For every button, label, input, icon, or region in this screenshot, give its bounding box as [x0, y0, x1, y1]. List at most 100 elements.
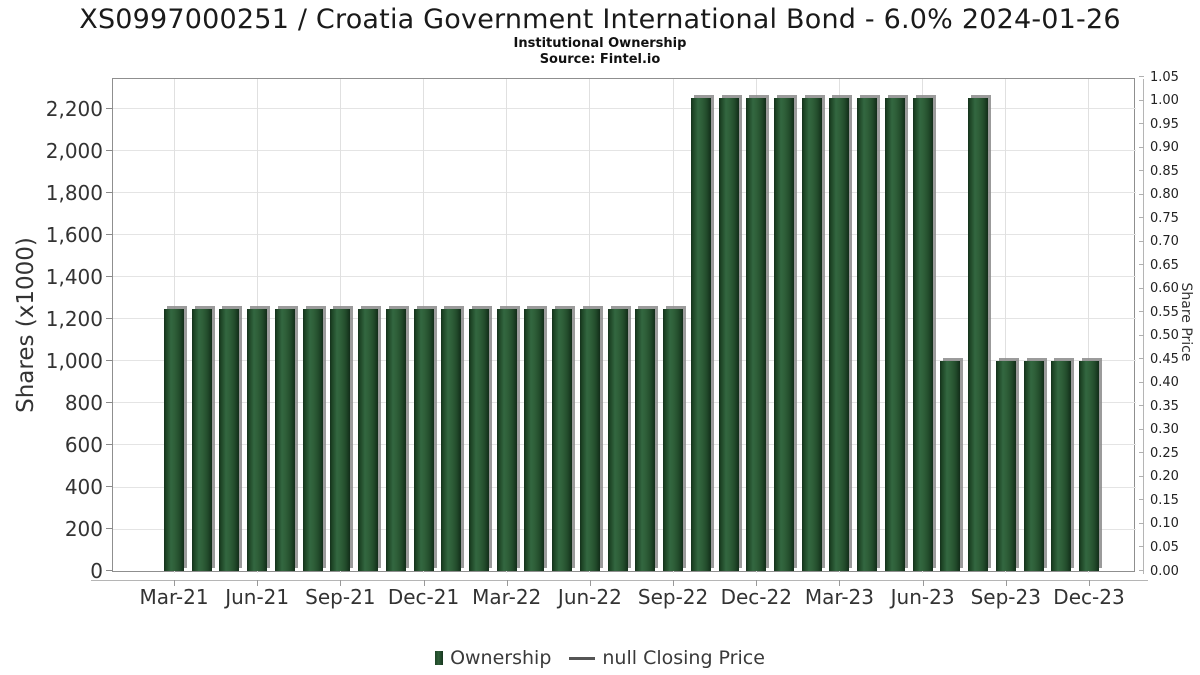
right-axis-tick-label: 0.50	[1150, 328, 1179, 344]
right-axis-tick-label: 0.05	[1150, 539, 1179, 555]
ownership-bar[interactable]	[164, 308, 184, 571]
x-axis-tick	[922, 580, 924, 586]
right-axis-tick-label: 0.80	[1150, 187, 1179, 203]
ownership-bar[interactable]	[524, 308, 545, 571]
left-axis-tick-label: 1,200	[45, 306, 103, 331]
horizontal-gridline	[113, 192, 1136, 194]
ownership-bar[interactable]	[968, 98, 989, 571]
right-axis-tick-label: 0.75	[1150, 210, 1179, 226]
left-axis-tick-label: 1,400	[45, 264, 103, 289]
ownership-bar[interactable]	[274, 308, 295, 571]
x-axis-tick-label: Sep-21	[305, 585, 376, 609]
left-axis-tick	[106, 401, 113, 403]
left-axis-tick	[106, 275, 113, 277]
x-axis-tick-label: Mar-22	[472, 585, 542, 609]
x-axis-tick	[839, 580, 841, 586]
right-axis-tick-label: 0.60	[1150, 281, 1179, 297]
horizontal-gridline	[113, 150, 1136, 152]
x-axis-tick	[1005, 580, 1007, 586]
ownership-bar[interactable]	[413, 308, 434, 571]
ownership-bar[interactable]	[801, 98, 822, 571]
right-axis-tick-label: 0.90	[1150, 140, 1179, 156]
ownership-bar[interactable]	[385, 308, 406, 571]
left-axis-tick	[106, 443, 113, 445]
left-axis-tick	[106, 107, 113, 109]
x-axis-tick-label: Jun-22	[557, 585, 622, 609]
ownership-series-swatch-icon	[435, 651, 444, 665]
right-axis-tick	[1139, 522, 1144, 524]
right-axis-tick	[1139, 475, 1144, 477]
right-axis-tick	[1139, 381, 1144, 383]
legend-item-closing-price[interactable]: null Closing Price	[569, 647, 765, 669]
ownership-bar[interactable]	[358, 308, 379, 571]
ownership-bar[interactable]	[579, 308, 600, 571]
ownership-bar[interactable]	[746, 98, 767, 571]
ownership-bar[interactable]	[191, 308, 212, 571]
ownership-bar[interactable]	[552, 308, 573, 571]
x-axis-tick	[257, 580, 259, 586]
left-axis-tick-label: 2,000	[45, 138, 103, 163]
ownership-bar[interactable]	[302, 308, 323, 571]
right-axis-tick-label: 0.25	[1150, 445, 1179, 461]
left-axis-tick-label: 0	[90, 559, 103, 583]
horizontal-gridline	[113, 108, 1136, 110]
left-axis-tick-label: 800	[64, 390, 103, 415]
right-axis-tick-label: 0.20	[1150, 469, 1179, 485]
ownership-bar[interactable]	[219, 308, 240, 571]
horizontal-gridline	[113, 234, 1136, 236]
plot-area: 0 200 400 600 800 1,000 1,200 1,400 1,600 1,800 2,…	[46, 71, 1179, 610]
ownership-bar[interactable]	[1023, 361, 1044, 571]
ownership-bar[interactable]	[884, 98, 905, 571]
x-axis-tick-label: Dec-21	[387, 585, 460, 609]
ownership-bar[interactable]	[773, 98, 794, 571]
vertical-gridline	[1005, 79, 1007, 573]
left-axis-tick-label: 1,600	[45, 222, 103, 247]
right-axis-title: Share Price	[1178, 282, 1194, 362]
x-axis-tick-label: Mar-23	[804, 585, 874, 609]
ownership-bar[interactable]	[468, 308, 489, 571]
ownership-bar[interactable]	[940, 361, 961, 571]
left-axis-tick-label: 200	[64, 517, 103, 541]
ownership-bar[interactable]	[1078, 361, 1099, 571]
x-axis-tick-label: Mar-21	[139, 585, 209, 609]
ownership-bar[interactable]	[718, 98, 739, 571]
ownership-bar[interactable]	[663, 308, 684, 571]
ownership-bar[interactable]	[607, 308, 628, 571]
right-axis-tick	[1139, 405, 1144, 407]
ownership-bar[interactable]	[995, 361, 1016, 571]
ownership-bar[interactable]	[635, 308, 656, 571]
ownership-bar[interactable]	[441, 308, 462, 571]
legend: Ownership null Closing Price	[0, 645, 1200, 671]
ownership-bar[interactable]	[857, 98, 878, 571]
left-axis-tick	[106, 486, 113, 487]
ownership-bar[interactable]	[496, 308, 517, 571]
right-axis-tick-label: 0.00	[1150, 563, 1179, 579]
x-axis-tick-label: Dec-22	[720, 585, 792, 609]
ownership-bar[interactable]	[330, 308, 351, 571]
x-axis-tick	[1088, 580, 1090, 586]
ownership-bar[interactable]	[912, 98, 933, 571]
ownership-bar[interactable]	[829, 98, 850, 571]
right-axis-tick	[1139, 334, 1144, 336]
x-axis-tick	[756, 580, 758, 586]
right-axis-tick	[1139, 170, 1144, 172]
right-axis-tick	[1139, 428, 1144, 430]
ownership-bar[interactable]	[690, 98, 711, 571]
legend-item-ownership[interactable]: Ownership	[435, 647, 551, 669]
left-axis-tick-label: 1,800	[45, 180, 103, 205]
right-axis-tick-label: 0.40	[1150, 375, 1179, 391]
x-axis-tick	[174, 580, 175, 586]
right-axis-tick	[1139, 240, 1144, 242]
x-axis-tick-label: Jun-23	[890, 585, 955, 609]
left-axis-tick	[106, 570, 113, 571]
ownership-bar[interactable]	[1051, 361, 1072, 571]
x-axis-tick	[506, 580, 508, 586]
legend-label-closing-price: null Closing Price	[602, 647, 765, 669]
left-axis-tick	[106, 233, 113, 235]
right-axis-tick	[1139, 358, 1144, 360]
right-axis-tick-label: 0.95	[1150, 116, 1179, 132]
ownership-bar[interactable]	[247, 308, 268, 571]
right-axis-tick-label: 0.65	[1150, 257, 1179, 273]
right-axis-tick	[1139, 123, 1144, 125]
right-axis-tick	[1139, 546, 1144, 548]
